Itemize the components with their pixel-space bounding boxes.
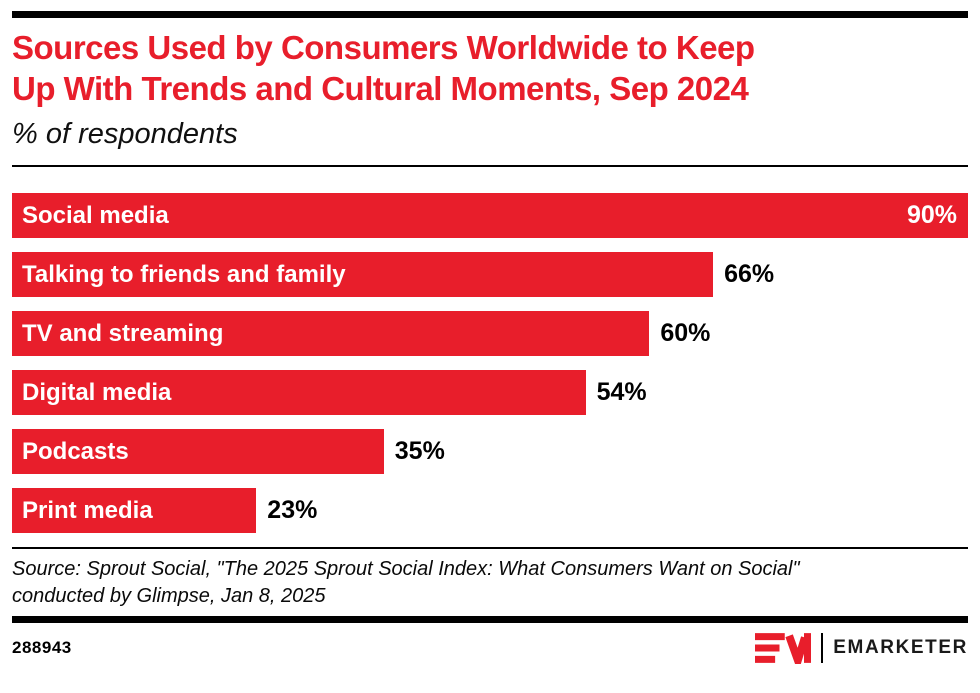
logo-divider [821,633,824,663]
bar-row-tv-and-streaming: TV and streaming 60% [12,311,968,356]
bar-category-label: Print media [22,496,153,524]
bar-value-label: 60% [660,319,711,347]
chart-subtitle: % of respondents [12,118,238,150]
bar-category-label: TV and streaming [22,319,224,347]
bar-row-digital-media: Digital media 54% [12,370,968,415]
brand-wordmark: EMARKETER [833,637,968,658]
bar-category-label: Talking to friends and family [22,260,346,288]
bar-rows: Social media 90% Talking to friends and fa… [12,193,968,533]
footer-bar: 288943 EMARKETER [12,632,968,664]
source-line-2: conducted by Glimpse, Jan 8, 2025 [12,585,326,607]
bar-value-label: 35% [394,437,445,465]
bar-value-label: 23% [267,496,318,524]
bar-row-social-media: Social media 90% [12,193,968,238]
title-line-2: Up With Trends and Cultural Moments, Sep… [12,70,749,107]
bar-tv-and-streaming: TV and streaming [12,311,650,356]
bar-print-media: Print media [12,488,257,533]
bar-category-label: Social media [22,201,169,229]
bar-category-label: Podcasts [22,437,129,465]
bar-value-label: 66% [724,260,775,288]
top-divider [12,11,968,18]
source-line-1: Source: Sprout Social, "The 2025 Sprout … [12,558,800,580]
bar-chart: Social media 90% Talking to friends and fa… [12,193,968,533]
page-title: Sources Used by Consumers Worldwide to K… [12,27,968,109]
bar-row-talking-to-friends-and-family: Talking to friends and family 66% [12,252,968,297]
source-divider [12,547,968,549]
bar-talking-to-friends-and-family: Talking to friends and family [12,252,714,297]
chart-page: Sources Used by Consumers Worldwide to K… [0,11,980,664]
bar-podcasts: Podcasts [12,429,384,474]
source-text: Source: Sprout Social, "The 2025 Sprout … [12,556,968,610]
bar-row-podcasts: Podcasts 35% [12,429,968,474]
bar-category-label: Digital media [22,378,172,406]
bar-row-print-media: Print media 23% [12,488,968,533]
emarketer-monogram-icon [755,632,812,664]
emarketer-logo: EMARKETER [755,632,968,664]
header-divider [12,165,968,167]
bar-social-media: Social media 90% [12,193,968,238]
bar-digital-media: Digital media [12,370,586,415]
footer-divider [12,616,968,623]
chart-id: 288943 [12,638,72,657]
bar-value-label: 54% [596,378,647,406]
title-line-1: Sources Used by Consumers Worldwide to K… [12,29,755,66]
bar-value-label: 90% [906,201,957,229]
